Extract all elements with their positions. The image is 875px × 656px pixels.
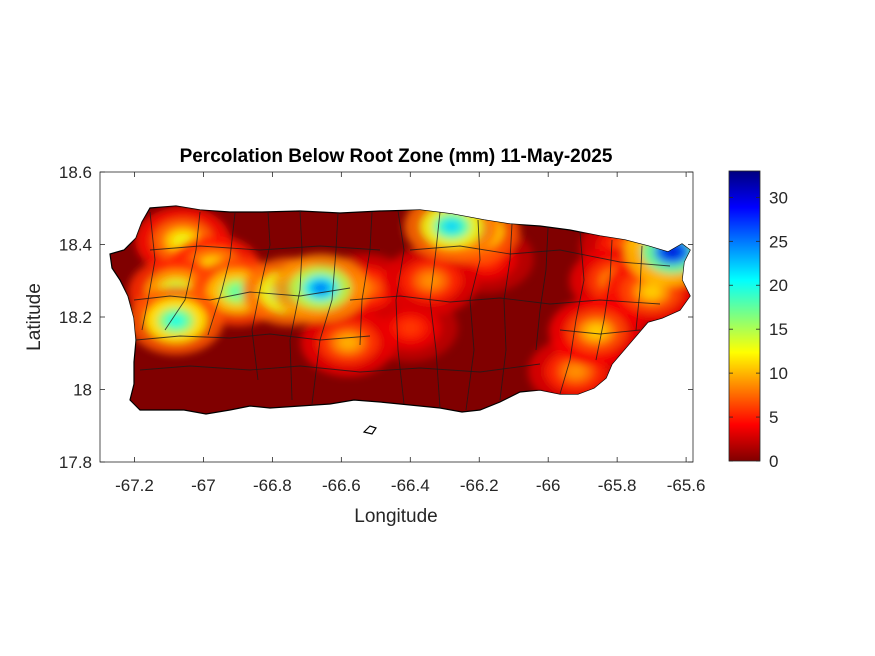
x-tick-label: -66.4 bbox=[391, 476, 430, 495]
percolation-hotspot bbox=[166, 313, 186, 328]
x-tick-label: -67 bbox=[191, 476, 216, 495]
municipality-border bbox=[207, 212, 236, 336]
municipality-border bbox=[349, 295, 661, 305]
x-tick-label: -66.8 bbox=[253, 476, 292, 495]
x-tick-label: -65.8 bbox=[598, 476, 637, 495]
municipality-border bbox=[289, 210, 303, 401]
municipality-border bbox=[409, 245, 671, 267]
chart-title: Percolation Below Root Zone (mm) 11-May-… bbox=[180, 146, 613, 167]
islet-shape bbox=[362, 425, 377, 435]
colorbar-tick-label: 5 bbox=[769, 408, 778, 427]
municipality-border bbox=[141, 211, 156, 331]
municipality-border bbox=[164, 211, 201, 331]
y-tick-label: 18.4 bbox=[59, 236, 92, 255]
colorbar bbox=[728, 170, 761, 462]
colorbar-tick-label: 25 bbox=[769, 232, 788, 251]
y-axis-ticks: 17.8 18 18.2 18.4 18.6 bbox=[59, 163, 693, 472]
municipality-border bbox=[311, 212, 339, 405]
municipality-border bbox=[499, 223, 513, 401]
y-tick-label: 18.2 bbox=[59, 308, 92, 327]
y-axis-label: Latitude bbox=[24, 283, 45, 351]
percolation-hotspot bbox=[565, 364, 586, 379]
x-tick-label: -66.6 bbox=[322, 476, 361, 495]
map-layer bbox=[109, 205, 691, 435]
percolation-hotspot bbox=[400, 320, 421, 335]
colorbar-ticks: 0 5 10 15 20 25 30 bbox=[729, 188, 788, 471]
municipality-border bbox=[135, 333, 371, 341]
municipality-border bbox=[559, 329, 641, 335]
municipality-border bbox=[133, 287, 351, 301]
colorbar-tick-label: 20 bbox=[769, 276, 788, 295]
municipality-border bbox=[635, 245, 643, 331]
municipality-border bbox=[395, 210, 405, 405]
percolation-heat-layer bbox=[128, 206, 690, 406]
colorbar-tick-label: 15 bbox=[769, 320, 788, 339]
y-tick-label: 18.6 bbox=[59, 163, 92, 182]
x-axis-label: Longitude bbox=[354, 506, 437, 527]
percolation-hotspot bbox=[338, 335, 359, 350]
x-tick-label: -66 bbox=[536, 476, 561, 495]
municipality-borders bbox=[133, 210, 671, 411]
y-tick-label: 17.8 bbox=[59, 453, 92, 472]
percolation-hotspot bbox=[586, 324, 607, 339]
municipality-border bbox=[149, 245, 381, 251]
x-tick-label: -65.6 bbox=[667, 476, 706, 495]
percolation-hotspot bbox=[641, 284, 662, 299]
percolation-hotspot bbox=[441, 219, 462, 234]
y-tick-label: 18 bbox=[73, 381, 92, 400]
municipality-border bbox=[359, 211, 373, 346]
municipality-border bbox=[251, 211, 271, 381]
municipality-border bbox=[535, 227, 549, 351]
x-axis-ticks: -67.2 -67 -66.8 -66.6 -66.4 -66.2 -66 -65.8 -65.… bbox=[115, 172, 705, 495]
x-tick-label: -67.2 bbox=[115, 476, 154, 495]
colorbar-tick-label: 0 bbox=[769, 452, 778, 471]
municipality-border bbox=[139, 363, 541, 373]
colorbar-tick-label: 30 bbox=[769, 188, 788, 207]
colorbar-tick-label: 10 bbox=[769, 364, 788, 383]
x-tick-label: -66.2 bbox=[460, 476, 499, 495]
municipality-border bbox=[559, 231, 585, 395]
percolation-hotspot bbox=[421, 273, 441, 288]
